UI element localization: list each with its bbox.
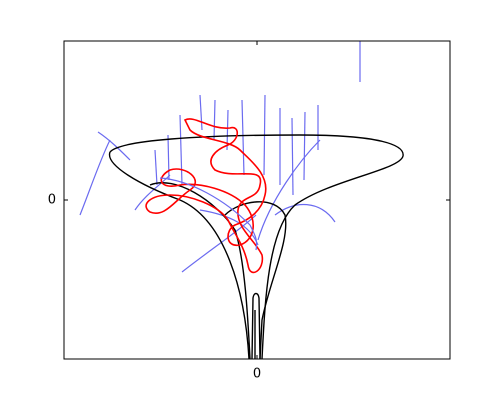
curves [79,41,404,360]
y-tick-label: 0 [48,193,56,208]
blue-streaks [79,41,361,273]
red-loop [145,118,267,274]
x-tick-label: 0 [253,367,261,382]
funnel-lines [108,134,404,360]
blue-core [159,177,258,251]
